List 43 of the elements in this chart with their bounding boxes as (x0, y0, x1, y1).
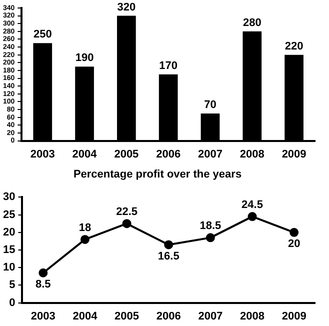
y-tick-label: 10 (2, 262, 16, 274)
data-label: 170 (159, 60, 178, 72)
x-tick-label: 2006 (156, 148, 181, 160)
data-label: 250 (33, 28, 52, 41)
y-tick-label: 30 (2, 191, 16, 204)
point (248, 212, 257, 222)
point (80, 234, 90, 244)
x-tick-label: 2005 (114, 310, 140, 322)
x-tick-label: 2006 (156, 310, 181, 322)
data-label: 190 (75, 52, 94, 64)
x-tick-label: 2003 (30, 148, 55, 160)
data-label: 20 (288, 238, 300, 250)
data-label: 24.5 (242, 199, 263, 212)
data-label: 220 (284, 40, 304, 52)
data-label: 280 (242, 16, 262, 29)
point (38, 268, 48, 278)
x-tick-label: 2003 (30, 310, 56, 322)
x-tick-label: 2008 (240, 148, 264, 160)
point (164, 240, 174, 250)
data-label: 18.5 (200, 220, 222, 232)
y-tick-label: 20 (2, 226, 16, 238)
point (290, 228, 299, 237)
x-tick-label: 2004 (72, 310, 98, 322)
y-tick-label: 0 (9, 296, 16, 309)
data-label: 8.5 (36, 278, 51, 290)
data-label: 70 (204, 98, 216, 111)
x-tick-label: 2009 (282, 148, 306, 160)
data-label: 320 (117, 1, 136, 14)
x-tick-label: 2008 (240, 310, 265, 322)
point (122, 219, 132, 228)
y-tick-label: 15 (2, 244, 16, 256)
y-tick-label: 5 (9, 279, 16, 292)
point (206, 233, 215, 242)
chart-title: Percentage profit over the years (73, 168, 242, 181)
x-tick-label: 2005 (114, 148, 139, 160)
x-tick-label: 2004 (72, 148, 98, 160)
data-label: 18 (78, 222, 92, 234)
y-tick-label: 25 (2, 208, 16, 221)
x-tick-label: 2007 (198, 310, 223, 322)
x-tick-label: 2007 (198, 148, 222, 160)
x-tick-label: 2009 (282, 310, 306, 322)
data-label: 22.5 (116, 206, 138, 218)
data-label: 16.5 (158, 250, 180, 262)
